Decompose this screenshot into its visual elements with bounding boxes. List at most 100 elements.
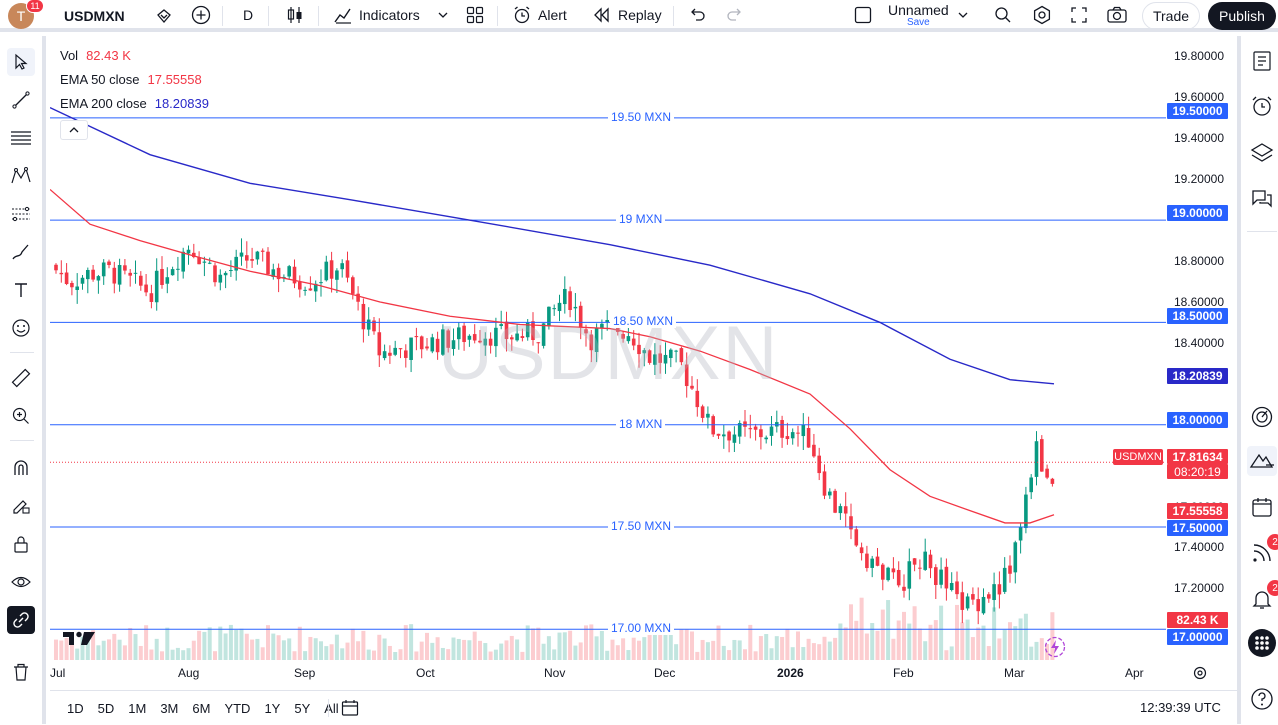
- chart-type-button[interactable]: [285, 0, 305, 30]
- range-button-ytd[interactable]: YTD: [224, 700, 251, 716]
- candle-body: [949, 583, 954, 591]
- range-button-3m[interactable]: 3M: [160, 700, 179, 716]
- publish-button[interactable]: Publish: [1208, 2, 1276, 30]
- candle-body: [287, 266, 291, 277]
- zoom-tool[interactable]: [7, 402, 35, 430]
- volume-bar: [1039, 638, 1044, 660]
- volume-bar: [695, 651, 700, 660]
- range-button-6m[interactable]: 6M: [192, 700, 211, 716]
- legend-collapse-button[interactable]: [60, 120, 88, 140]
- indicators-dropdown[interactable]: [438, 0, 448, 30]
- time-axis[interactable]: Jul Aug Sep Oct Nov Dec 2026 Feb Mar Apr: [50, 660, 1237, 686]
- volume-bar: [774, 636, 779, 660]
- indicators-button[interactable]: Indicators: [333, 0, 420, 30]
- help-button[interactable]: [1247, 684, 1277, 714]
- interval-button[interactable]: D: [243, 0, 253, 30]
- technicals-button[interactable]: [1247, 402, 1277, 432]
- symbol-search[interactable]: USDMXN: [52, 3, 180, 29]
- range-button-5d[interactable]: 5D: [97, 700, 115, 716]
- chart-pane[interactable]: [50, 36, 1166, 660]
- notifications-button[interactable]: [1247, 584, 1277, 614]
- volume-bar: [419, 641, 424, 660]
- volume-bar: [981, 625, 986, 660]
- emoji-tool[interactable]: [7, 314, 35, 342]
- candles-icon: [287, 7, 302, 23]
- quick-search-button[interactable]: [993, 0, 1013, 30]
- drawing-mode-tool[interactable]: [7, 492, 35, 520]
- lock-tool[interactable]: [7, 530, 35, 558]
- object-tree-button[interactable]: [1247, 138, 1277, 168]
- candle-body: [154, 270, 159, 303]
- volume-bar: [700, 639, 705, 660]
- add-symbol-button[interactable]: [191, 0, 211, 30]
- range-button-1m[interactable]: 1M: [128, 700, 147, 716]
- layout-checkbox[interactable]: [853, 0, 873, 30]
- range-button-5y[interactable]: 5Y: [294, 700, 311, 716]
- price-chart[interactable]: [50, 36, 1166, 660]
- settings-button[interactable]: [1032, 0, 1052, 30]
- trash-icon: [14, 663, 28, 681]
- range-button-1y[interactable]: 1Y: [264, 700, 281, 716]
- forecast-tool[interactable]: [7, 200, 35, 228]
- volume-bar: [1013, 626, 1018, 660]
- legend-ema200[interactable]: EMA 200 close 18.20839: [60, 92, 209, 116]
- tradingview-logo[interactable]: [62, 629, 96, 652]
- volume-bar: [493, 649, 498, 660]
- volume-bar: [923, 641, 928, 660]
- news-button[interactable]: [1247, 538, 1277, 568]
- volume-bar: [266, 625, 270, 660]
- fib-tool[interactable]: [7, 124, 35, 152]
- cursor-tool[interactable]: [7, 48, 35, 76]
- trend-line-tool[interactable]: [7, 86, 35, 114]
- volume-bar: [213, 651, 217, 660]
- layout-dropdown[interactable]: [958, 0, 968, 30]
- pattern-tool[interactable]: [7, 162, 35, 190]
- trading-panel-button[interactable]: [1247, 446, 1277, 476]
- price-axis[interactable]: 19.80000 19.60000 19.40000 19.20000 18.80000…: [1166, 36, 1237, 660]
- clock-display[interactable]: 12:39:39 UTC: [1140, 700, 1221, 715]
- compare-symbol-icon[interactable]: [156, 8, 172, 24]
- watchlist-button[interactable]: [1247, 46, 1277, 76]
- candle-body: [340, 263, 344, 270]
- range-button-1d[interactable]: 1D: [67, 700, 84, 716]
- text-tool[interactable]: [7, 276, 35, 304]
- brush-tool[interactable]: [7, 238, 35, 266]
- price-tick-label: 18.60000: [1173, 294, 1224, 309]
- go-to-date-button[interactable]: [340, 698, 360, 721]
- redo-button[interactable]: [726, 0, 744, 30]
- data-updates-button[interactable]: [1044, 636, 1066, 663]
- volume-bar: [149, 649, 154, 660]
- layouts-button[interactable]: [465, 0, 485, 30]
- layout-name-button[interactable]: Unnamed Save: [888, 0, 949, 30]
- volume-bar: [313, 638, 318, 660]
- snapshot-button[interactable]: [1106, 0, 1128, 30]
- remove-drawings-tool[interactable]: [7, 658, 35, 686]
- alert-button[interactable]: Alert: [512, 0, 567, 30]
- symbol-name: USDMXN: [64, 8, 125, 24]
- measure-tool[interactable]: [7, 364, 35, 392]
- volume-bar: [202, 631, 207, 660]
- volume-bar: [1034, 641, 1039, 660]
- trade-button[interactable]: Trade: [1142, 2, 1200, 30]
- chats-button[interactable]: [1247, 184, 1277, 214]
- visibility-tool[interactable]: [7, 568, 35, 596]
- candle-body: [160, 268, 164, 285]
- volume-bar: [175, 647, 180, 660]
- legend-volume[interactable]: Vol 82.43 K: [60, 44, 209, 68]
- fullscreen-button[interactable]: [1069, 0, 1089, 30]
- layout-name: Unnamed: [888, 1, 949, 18]
- candle-body: [313, 283, 318, 292]
- magnet-tool[interactable]: [7, 454, 35, 482]
- replay-button[interactable]: Replay: [592, 0, 662, 30]
- candle-body: [663, 354, 668, 364]
- undo-button[interactable]: [688, 0, 706, 30]
- layout-save-hint: Save: [906, 16, 930, 28]
- range-button-all[interactable]: All: [324, 700, 339, 716]
- calendar-button[interactable]: [1247, 492, 1277, 522]
- legend-ema50[interactable]: EMA 50 close 17.55558: [60, 68, 209, 92]
- products-button[interactable]: [1247, 628, 1277, 658]
- plus-circle-icon: [191, 5, 211, 25]
- alerts-button[interactable]: [1247, 91, 1277, 121]
- axis-settings-button[interactable]: [1192, 665, 1208, 686]
- sync-tool[interactable]: [7, 606, 35, 634]
